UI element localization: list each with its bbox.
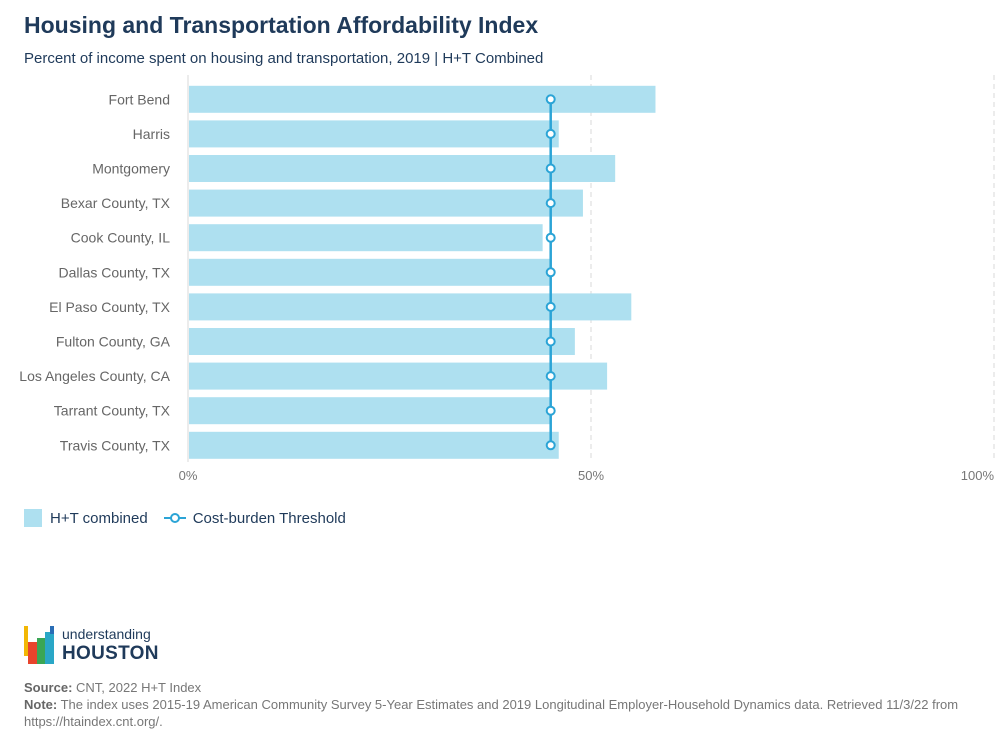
- category-label: Fulton County, GA: [56, 334, 171, 350]
- category-labels: Fort Bend Harris Montgomery Bexar County, T…: [19, 91, 170, 453]
- bar-4[interactable]: [189, 224, 543, 252]
- category-label: Tarrant County, TX: [54, 403, 171, 419]
- legend-swatch-threshold-icon: [163, 513, 186, 523]
- threshold-point-3[interactable]: [545, 198, 556, 209]
- category-label: El Paso County, TX: [49, 299, 171, 315]
- chart-title: Housing and Transportation Affordability…: [24, 12, 539, 38]
- bar-8[interactable]: [189, 362, 608, 390]
- threshold-point-6[interactable]: [545, 301, 556, 312]
- note-text: The index uses 2015-19 American Communit…: [24, 697, 959, 729]
- logo-text-houston: HOUSTON: [62, 643, 159, 664]
- category-label: Fort Bend: [109, 91, 170, 107]
- note-line: Note: The index uses 2015-19 American Co…: [24, 696, 984, 730]
- source-text: CNT, 2022 H+T Index: [76, 680, 202, 695]
- threshold-point-4[interactable]: [545, 232, 556, 243]
- category-label: Travis County, TX: [60, 437, 171, 453]
- chart-subtitle: Percent of income spent on housing and t…: [24, 50, 544, 67]
- logo-mark-icon: [24, 626, 54, 664]
- legend-swatch-bar: [24, 509, 42, 527]
- x-axis-ticks: 0% 50% 100%: [179, 468, 995, 483]
- bar-3[interactable]: [189, 189, 583, 217]
- threshold-point-8[interactable]: [545, 371, 556, 382]
- category-label: Dallas County, TX: [58, 264, 170, 280]
- x-tick-label: 50%: [578, 468, 604, 483]
- legend-item-bar[interactable]: H+T combined: [24, 509, 148, 527]
- threshold-series: [545, 94, 556, 451]
- category-label: Cook County, IL: [71, 230, 171, 246]
- category-label: Bexar County, TX: [61, 195, 171, 211]
- category-label: Harris: [133, 126, 170, 142]
- bar-10[interactable]: [189, 431, 559, 459]
- logo-text-understanding: understanding: [62, 626, 151, 642]
- category-label: Los Angeles County, CA: [19, 368, 170, 384]
- bar-6[interactable]: [189, 293, 632, 321]
- bar-9[interactable]: [189, 397, 551, 425]
- threshold-point-7[interactable]: [545, 336, 556, 347]
- chart-footer: Source: CNT, 2022 H+T Index Note: The in…: [24, 679, 984, 730]
- x-tick-label: 0%: [179, 468, 198, 483]
- understanding-houston-logo: understanding HOUSTON: [24, 626, 159, 664]
- threshold-point-1[interactable]: [545, 128, 556, 139]
- source-label: Source:: [24, 680, 73, 695]
- bar-5[interactable]: [189, 258, 551, 286]
- grid-lines: [187, 75, 995, 462]
- threshold-point-2[interactable]: [545, 163, 556, 174]
- bar-2[interactable]: [189, 155, 616, 182]
- threshold-point-5[interactable]: [545, 267, 556, 278]
- bars: [189, 85, 656, 459]
- legend-item-threshold[interactable]: Cost-burden Threshold: [163, 509, 346, 527]
- category-label: Montgomery: [92, 161, 170, 177]
- x-tick-label: 100%: [961, 468, 995, 483]
- bar-chart: Fort Bend Harris Montgomery Bexar County, T…: [19, 75, 995, 483]
- source-line: Source: CNT, 2022 H+T Index: [24, 679, 984, 696]
- threshold-point-10[interactable]: [545, 440, 556, 451]
- threshold-point-0[interactable]: [545, 94, 556, 105]
- legend-label-threshold: Cost-burden Threshold: [192, 509, 346, 527]
- bar-7[interactable]: [189, 328, 575, 355]
- threshold-point-9[interactable]: [545, 405, 556, 416]
- note-label: Note:: [24, 697, 58, 712]
- bar-1[interactable]: [189, 120, 559, 148]
- legend-label-bar: H+T combined: [50, 509, 148, 527]
- bar-0[interactable]: [189, 85, 656, 113]
- legend: H+T combined Cost-burden Threshold: [24, 509, 362, 527]
